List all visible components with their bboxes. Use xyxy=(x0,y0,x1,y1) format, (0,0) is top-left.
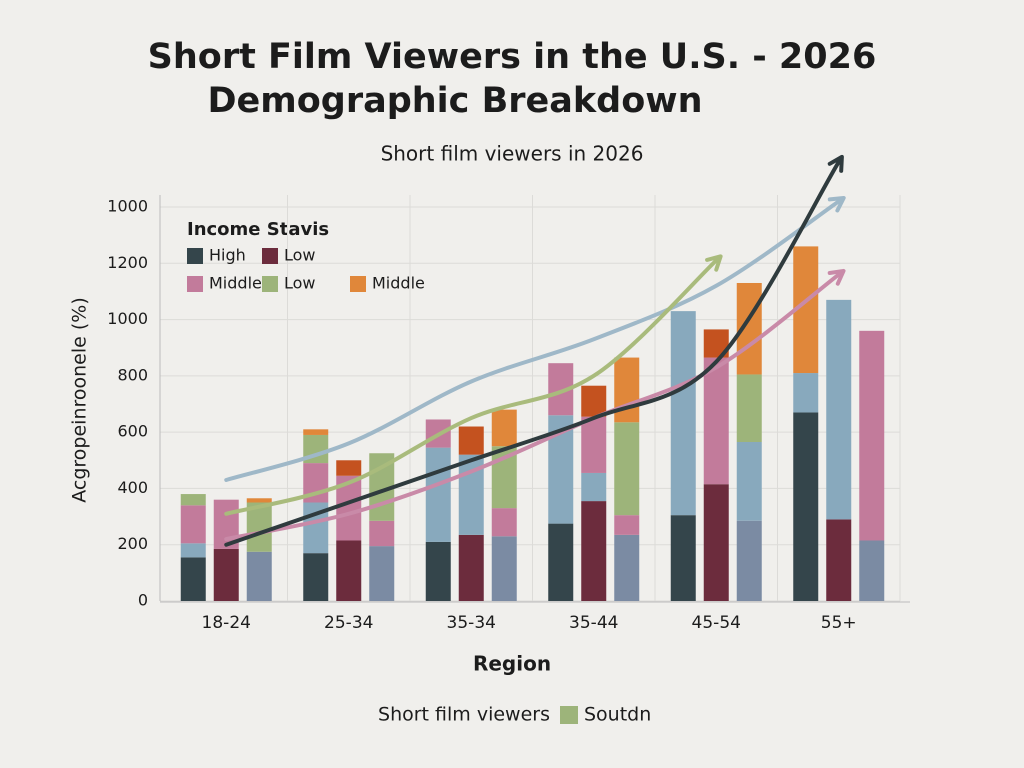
bar-segment xyxy=(491,508,517,537)
y-tick-label: 200 xyxy=(117,534,148,553)
legend-label: High xyxy=(209,246,246,265)
trend-arrowhead xyxy=(827,195,846,213)
legend-label: Low xyxy=(284,274,316,293)
bar-segment xyxy=(303,553,329,601)
legend: High Low Middle Low Middle xyxy=(187,246,425,293)
bar-segment xyxy=(581,472,607,502)
legend-swatch xyxy=(262,276,278,292)
x-tick-label: 55+ xyxy=(821,613,857,633)
bar-segment xyxy=(614,422,640,516)
bar-segment xyxy=(180,505,206,544)
bar-segment xyxy=(246,551,272,601)
bar-segment xyxy=(180,543,206,558)
bar-segment xyxy=(581,501,607,601)
trend-line xyxy=(224,272,841,542)
bar-segment xyxy=(213,548,239,601)
bar-segment xyxy=(458,534,484,601)
bar-segment xyxy=(670,515,696,601)
bar-segment xyxy=(425,447,451,542)
legend-swatch xyxy=(350,276,366,292)
bar-segment xyxy=(458,426,484,455)
bar-segment xyxy=(703,484,729,601)
bar-segment xyxy=(303,429,329,435)
legend-label: Middle xyxy=(372,274,425,293)
bar-segment xyxy=(736,520,762,601)
bar-segment xyxy=(703,357,729,485)
footer-legend-item: Soutdn xyxy=(584,704,651,726)
bar-segment xyxy=(859,540,885,601)
bar-segment xyxy=(581,385,607,417)
bar-segment xyxy=(670,311,696,516)
bar-segment xyxy=(180,557,206,601)
chart-subtitle: Short film viewers in 2026 xyxy=(381,142,644,166)
bar-segment xyxy=(859,330,885,541)
x-tick-label: 45-54 xyxy=(692,613,741,633)
x-axis-label: Region xyxy=(473,652,551,676)
bar-segment xyxy=(336,540,362,601)
x-tick-label: 18-24 xyxy=(202,613,251,633)
bar-segment xyxy=(425,541,451,601)
bar-segment xyxy=(548,523,574,601)
bar-segment xyxy=(246,498,272,503)
y-tick-label: 400 xyxy=(117,478,148,497)
grid xyxy=(159,195,910,603)
bar-segment xyxy=(246,502,272,552)
x-tick-label: 25-34 xyxy=(324,613,373,633)
bar-segment xyxy=(491,409,517,447)
x-tick-label: 35-44 xyxy=(569,613,618,633)
legend-swatch xyxy=(187,276,203,292)
bar-segment xyxy=(826,519,852,601)
bars xyxy=(180,246,885,601)
trend-arrowhead xyxy=(827,268,846,286)
trend-line xyxy=(224,258,719,516)
bar-segment xyxy=(614,515,640,535)
y-tick-label: 0 xyxy=(138,591,148,610)
y-tick-label: 1200 xyxy=(107,253,148,272)
y-tick-label: 600 xyxy=(117,422,148,441)
bar-segment xyxy=(826,299,852,520)
bar-segment xyxy=(614,534,640,601)
y-tick-label: 800 xyxy=(117,365,148,384)
bar-segment xyxy=(793,373,819,413)
trends xyxy=(224,154,846,547)
bar-segment xyxy=(793,412,819,601)
trend-arrowhead xyxy=(705,254,723,272)
chart-title: Short Film Viewers in the U.S. - 2026 xyxy=(148,37,877,77)
bar-segment xyxy=(581,416,607,473)
bar-segment xyxy=(614,357,640,423)
footer-legend-swatch xyxy=(560,706,578,724)
y-tick-label: 1000 xyxy=(107,309,148,328)
legend-swatch xyxy=(262,248,278,264)
bar-segment xyxy=(369,520,395,547)
bar-segment xyxy=(369,546,395,601)
bar-segment xyxy=(336,460,362,476)
legend-swatch xyxy=(187,248,203,264)
trend-arrowhead xyxy=(827,154,844,173)
trend-line xyxy=(224,199,841,482)
y-axis-label: Acgropeinroonele (%) xyxy=(69,297,91,503)
bar-segment xyxy=(180,494,206,506)
legend-title: Income Stavis xyxy=(187,219,329,240)
trend-line xyxy=(224,159,841,547)
chart-title: Demographic Breakdown xyxy=(207,81,702,121)
bar-segment xyxy=(736,374,762,442)
x-tick-label: 35-34 xyxy=(447,613,496,633)
legend-label: Middle xyxy=(209,274,262,293)
footer-legend-label: Short film viewers xyxy=(378,704,550,726)
legend-label: Low xyxy=(284,246,316,265)
bar-segment xyxy=(736,441,762,521)
y-tick-label: 1000 xyxy=(107,197,148,216)
bar-segment xyxy=(491,536,517,601)
